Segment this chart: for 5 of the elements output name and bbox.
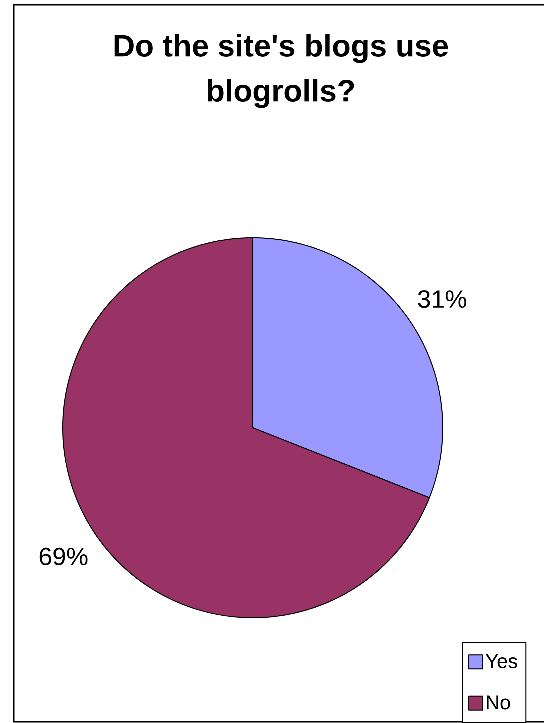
chart-title: Do the site's blogs use blogrolls? — [114, 34, 448, 108]
data-label: 69% — [40, 548, 88, 566]
legend-label: Yes — [486, 654, 518, 668]
legend-label: No — [487, 696, 510, 710]
data-label: 31% — [418, 290, 466, 308]
